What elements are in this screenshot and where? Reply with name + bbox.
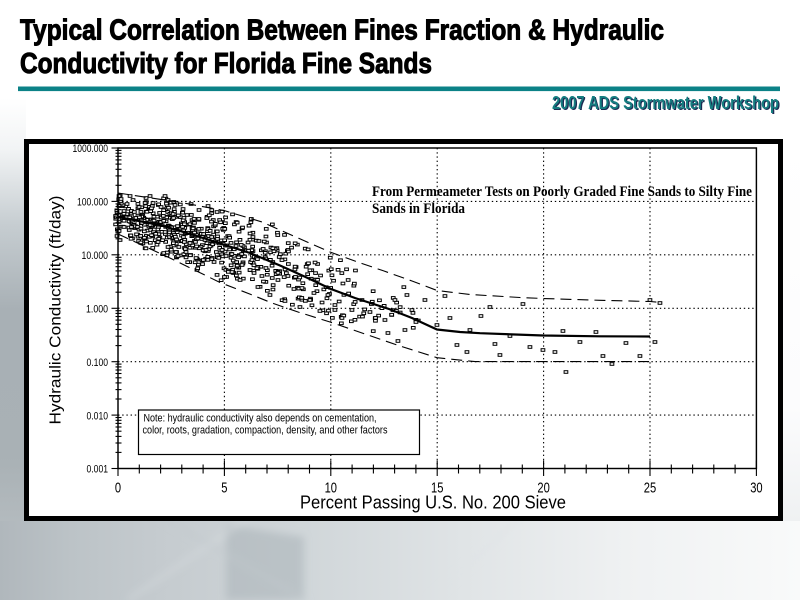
- svg-text:20: 20: [537, 481, 549, 497]
- svg-text:30: 30: [750, 481, 762, 497]
- svg-text:Conductivity for Florida Fine: Conductivity for Florida Fine Sands: [20, 48, 432, 80]
- svg-text:Typical Correlation Between Fi: Typical Correlation Between Fines Fracti…: [20, 14, 664, 46]
- svg-text:1000.000: 1000.000: [73, 143, 109, 155]
- svg-text:color, roots, gradation, comp: color, roots, gradation, compaction, den…: [143, 425, 388, 437]
- svg-text:2007 ADS Stormwater Workshop: 2007 ADS Stormwater Workshop: [553, 93, 780, 114]
- svg-text:2007 ADS Stormwater Workshop: 2007 ADS Stormwater Workshop: [552, 92, 779, 113]
- svg-text:0: 0: [115, 481, 121, 497]
- svg-text:15: 15: [431, 481, 443, 497]
- svg-text:0.001: 0.001: [87, 464, 109, 476]
- svg-text:Percent Passing U.S. No. 200 S: Percent Passing U.S. No. 200 Sieve: [300, 493, 566, 513]
- svg-text:0.010: 0.010: [87, 410, 109, 422]
- svg-text:From Permeameter Tests on Poor: From Permeameter Tests on Poorly Graded …: [372, 184, 752, 200]
- svg-text:0.100: 0.100: [87, 357, 109, 369]
- svg-text:25: 25: [644, 481, 656, 497]
- svg-text:Note: hydraulic conductivity a: Note: hydraulic conductivity also depend…: [144, 413, 377, 425]
- svg-text:Hydraulic Conductivity (ft/day: Hydraulic Conductivity (ft/day): [48, 196, 65, 425]
- svg-text:5: 5: [221, 481, 227, 497]
- svg-text:10.000: 10.000: [82, 250, 109, 262]
- svg-text:100.000: 100.000: [77, 197, 108, 209]
- svg-text:10: 10: [325, 481, 337, 497]
- svg-text:1.000: 1.000: [86, 304, 108, 316]
- svg-text:Sands in Florida: Sands in Florida: [372, 201, 465, 217]
